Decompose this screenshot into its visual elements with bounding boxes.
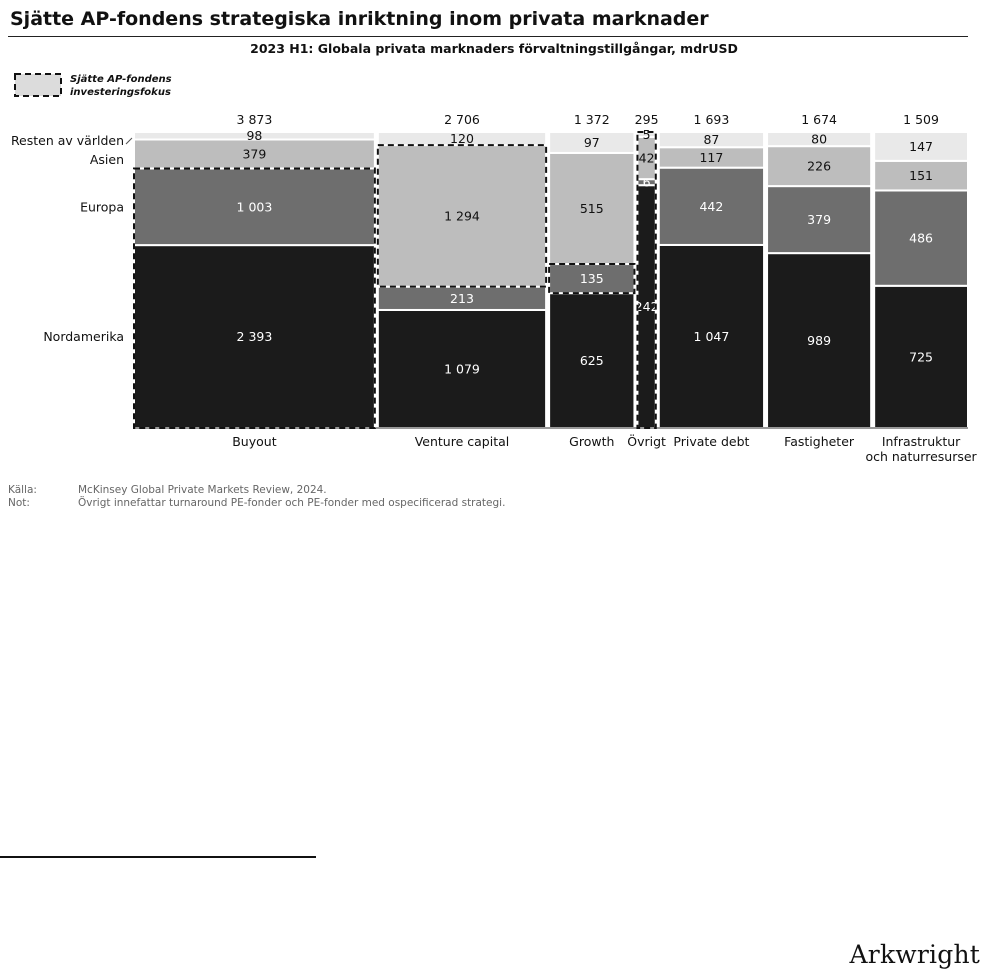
value-label-ovrigt-europa: 6 <box>643 175 651 190</box>
category-label-private-debt: Private debt <box>673 434 749 449</box>
focus-outline-growth <box>548 263 636 295</box>
value-label-private-debt-europa: 442 <box>699 199 723 214</box>
value-label-infrastruktur-och-naturresurser-nordamerika: 725 <box>909 349 933 364</box>
series-label-nordamerika: Nordamerika <box>43 329 124 344</box>
footnote-source-label: Källa: <box>8 484 37 496</box>
value-label-ovrigt-asien: 42 <box>639 151 655 166</box>
value-label-infrastruktur-och-naturresurser-asien: 151 <box>909 168 933 183</box>
value-label-infrastruktur-och-naturresurser-europa: 486 <box>909 231 933 246</box>
value-label-buyout-nordamerika: 2 393 <box>237 329 273 344</box>
value-label-fastigheter-resten-av-varlden: 80 <box>811 132 827 147</box>
value-label-fastigheter-nordamerika: 989 <box>807 333 831 348</box>
brand-logo: Arkwright <box>849 940 980 969</box>
footnote-note: Not: Övrigt innefattar turnaround PE-fon… <box>8 497 505 510</box>
footnote-source-text: McKinsey Global Private Markets Review, … <box>78 484 327 496</box>
segment-private-debt-resten-av-varlden <box>657 131 766 149</box>
segment-fastigheter-resten-av-varlden <box>766 131 873 148</box>
value-label-private-debt-asien: 117 <box>699 150 723 165</box>
value-label-growth-asien: 515 <box>580 201 604 216</box>
segment-fastigheter-europa <box>766 185 873 255</box>
focus-legend: Sjätte AP-fondens investeringsfokus <box>14 73 172 98</box>
footer-divider <box>0 856 316 858</box>
footnote-note-text: Övrigt innefattar turnaround PE-fonder o… <box>78 497 506 509</box>
category-label-ovrigt: Övrigt <box>627 433 666 449</box>
category-label-infrastruktur-och-naturresurser: Infrastruktur <box>882 434 961 449</box>
value-label-venture-capital-europa: 213 <box>450 291 474 306</box>
total-label-infrastruktur-och-naturresurser: 1 509 <box>903 112 939 127</box>
series-label-europa: Europa <box>80 199 124 214</box>
series-label-leader-resten-av-varlden <box>125 137 133 145</box>
page-title: Sjätte AP-fondens strategiska inriktning… <box>10 8 709 30</box>
value-label-venture-capital-nordamerika: 1 079 <box>444 361 480 376</box>
value-label-fastigheter-europa: 379 <box>807 212 831 227</box>
total-label-growth: 1 372 <box>574 112 610 127</box>
segment-growth-europa <box>548 263 636 295</box>
segment-buyout-nordamerika <box>133 244 376 429</box>
total-label-ovrigt: 295 <box>635 112 659 127</box>
value-label-growth-resten-av-varlden: 97 <box>584 135 600 150</box>
value-label-private-debt-resten-av-varlden: 87 <box>703 132 719 147</box>
footnote-note-label: Not: <box>8 497 30 509</box>
value-label-venture-capital-asien: 1 294 <box>444 208 480 223</box>
focus-legend-swatch <box>14 73 62 97</box>
segment-infrastruktur-och-naturresurser-europa <box>873 189 969 287</box>
value-label-buyout-asien: 379 <box>242 146 266 161</box>
focus-legend-label-line2: investeringsfokus <box>70 87 171 98</box>
total-label-buyout: 3 873 <box>237 112 273 127</box>
value-label-private-debt-nordamerika: 1 047 <box>694 329 730 344</box>
series-label-asien: Asien <box>90 152 124 167</box>
marimekko-chart: Sjätte AP-fondens investeringsfokus 2 39… <box>11 73 978 464</box>
segment-infrastruktur-och-naturresurser-resten-av-varlden <box>873 131 969 162</box>
value-label-infrastruktur-och-naturresurser-resten-av-varlden: 147 <box>909 139 933 154</box>
focus-legend-label-line1: Sjätte AP-fondens <box>70 74 172 85</box>
value-label-buyout-resten-av-varlden: 98 <box>246 128 262 143</box>
segment-infrastruktur-och-naturresurser-asien <box>873 159 969 192</box>
value-label-fastigheter-asien: 226 <box>807 159 831 174</box>
total-label-private-debt: 1 693 <box>694 112 730 127</box>
series-label-resten-av-varlden: Resten av världen <box>11 133 124 148</box>
value-label-venture-capital-resten-av-varlden: 120 <box>450 131 474 146</box>
value-label-ovrigt-nordamerika: 242 <box>635 299 659 314</box>
total-label-fastigheter: 1 674 <box>801 112 837 127</box>
segment-venture-capital-nordamerika <box>376 308 548 430</box>
category-label-buyout: Buyout <box>232 434 276 449</box>
value-label-buyout-europa: 1 003 <box>237 199 273 214</box>
category-label-fastigheter: Fastigheter <box>784 434 855 449</box>
segment-buyout-resten-av-varlden <box>133 131 376 141</box>
footnote-source: Källa: McKinsey Global Private Markets R… <box>8 484 505 497</box>
value-label-growth-nordamerika: 625 <box>580 353 604 368</box>
segment-growth-resten-av-varlden <box>548 131 636 154</box>
focus-outline-venture-capital <box>376 144 548 288</box>
segment-growth-nordamerika <box>548 292 636 429</box>
segment-fastigheter-nordamerika <box>766 252 873 429</box>
focus-outline-buyout <box>133 167 376 429</box>
footnotes: Källa: McKinsey Global Private Markets R… <box>8 484 505 510</box>
value-label-growth-europa: 135 <box>580 271 604 286</box>
category-label-infrastruktur-och-naturresurser-line2: och naturresurser <box>865 449 977 464</box>
chart-subtitle: 2023 H1: Globala privata marknaders förv… <box>250 41 738 56</box>
category-label-growth: Growth <box>569 434 614 449</box>
segment-venture-capital-asien <box>376 144 548 288</box>
segment-private-debt-europa <box>657 166 766 246</box>
total-label-venture-capital: 2 706 <box>444 112 480 127</box>
value-label-ovrigt-resten-av-varlden: 5 <box>643 127 651 142</box>
title-divider <box>8 36 968 37</box>
focus-outline-ovrigt <box>636 131 657 429</box>
category-label-venture-capital: Venture capital <box>415 434 510 449</box>
